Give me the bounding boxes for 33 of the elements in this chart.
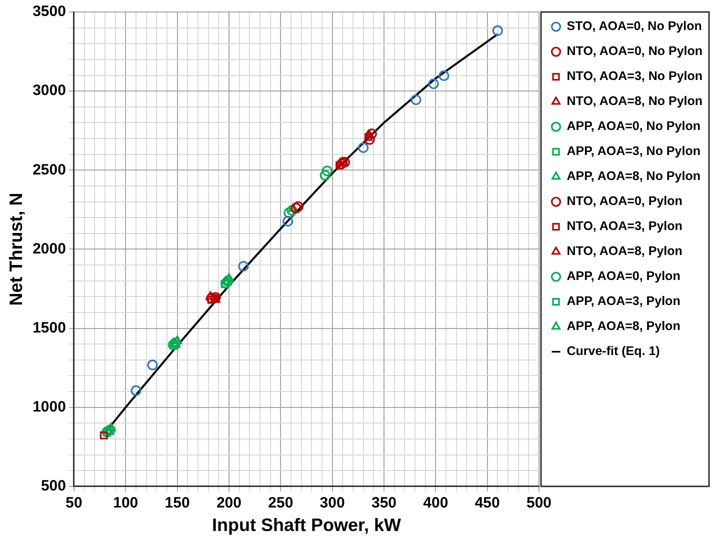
y-axis-title: Net Thrust, N	[6, 192, 26, 306]
x-tick-label: 250	[268, 494, 294, 512]
legend-label: APP, AOA=0, Pylon	[566, 269, 680, 284]
legend-label: APP, AOA=8, No Pylon	[566, 169, 700, 184]
x-tick-label: 400	[423, 494, 448, 512]
legend-label: STO, AOA=0, No Pylon	[566, 19, 702, 34]
legend-label: APP, AOA=3, No Pylon	[566, 144, 700, 158]
legend-label: Curve-fit (Eq. 1)	[566, 344, 660, 358]
legend-label: NTO, AOA=3, Pylon	[566, 219, 682, 234]
legend-label: APP, AOA=3, Pylon	[566, 294, 680, 308]
x-tick-label: 50	[66, 494, 82, 512]
y-tick-label: 1500	[32, 319, 66, 336]
y-tick-label: 2500	[32, 161, 66, 178]
x-tick-label: 450	[474, 494, 500, 512]
x-tick-label: 500	[526, 494, 552, 512]
x-tick-label: 200	[216, 494, 242, 512]
x-axis-title: Input Shaft Power, kW	[212, 515, 401, 536]
y-tick-label: 500	[40, 478, 66, 495]
legend-label: NTO, AOA=0, Pylon	[566, 194, 682, 208]
y-tick-label: 1000	[32, 398, 66, 416]
y-tick-label: 2000	[32, 240, 66, 258]
y-tick-label: 3500	[32, 3, 66, 20]
legend-label: NTO, AOA=8, Pylon	[566, 244, 682, 258]
legend-label: NTO, AOA=0, No Pylon	[566, 44, 703, 58]
x-tick-label: 350	[371, 494, 397, 512]
y-tick-label: 3000	[32, 82, 66, 100]
x-tick-label: 300	[320, 494, 345, 512]
x-tick-label: 100	[113, 494, 138, 512]
legend-label: APP, AOA=0, No Pylon	[566, 119, 700, 134]
legend-label: APP, AOA=8, Pylon	[566, 319, 680, 334]
x-tick-label: 150	[164, 494, 190, 512]
legend-label: NTO, AOA=8, No Pylon	[566, 94, 703, 108]
legend-label: NTO, AOA=3, No Pylon	[566, 69, 703, 84]
